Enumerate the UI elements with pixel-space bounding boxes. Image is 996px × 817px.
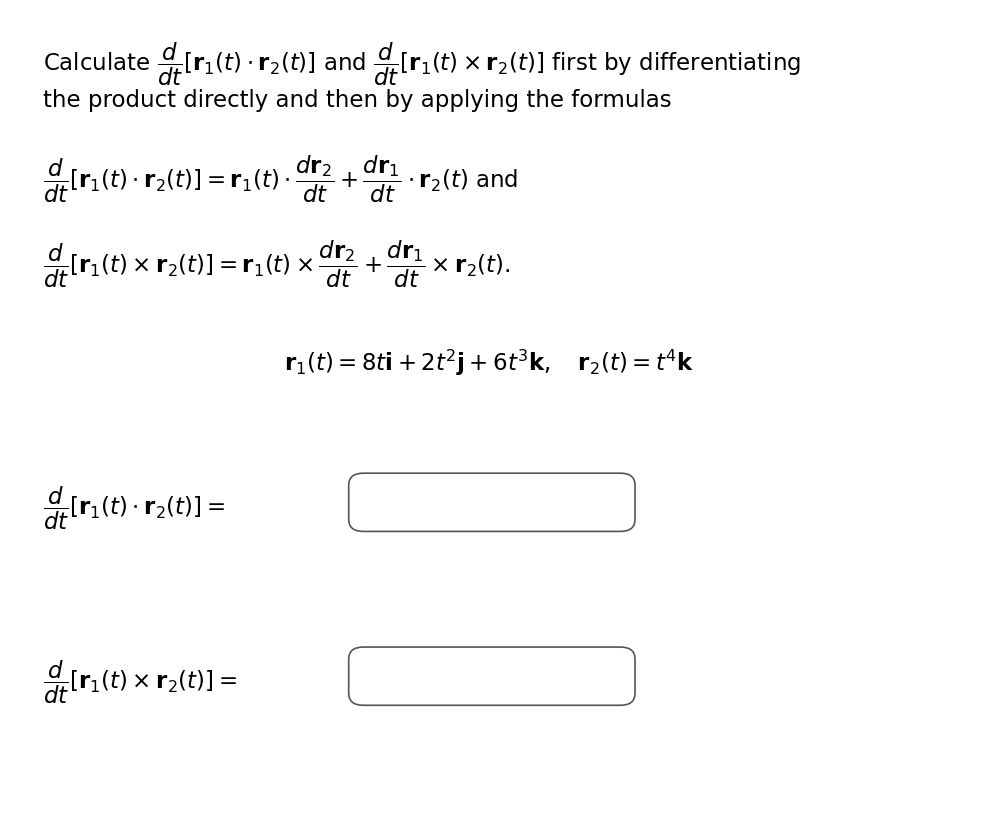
Text: $\mathbf{r}_1(t) = 8t\mathbf{i} + 2t^2\mathbf{j} + 6t^3\mathbf{k}, \quad \mathbf: $\mathbf{r}_1(t) = 8t\mathbf{i} + 2t^2\m… (285, 348, 694, 378)
Text: $\dfrac{d}{dt}[\mathbf{r}_1(t) \cdot \mathbf{r}_2(t)] = \mathbf{r}_1(t) \cdot \d: $\dfrac{d}{dt}[\mathbf{r}_1(t) \cdot \ma… (43, 154, 518, 205)
Text: the product directly and then by applying the formulas: the product directly and then by applyin… (43, 89, 671, 112)
Text: $\dfrac{d}{dt}[\mathbf{r}_1(t) \cdot \mathbf{r}_2(t)] =$: $\dfrac{d}{dt}[\mathbf{r}_1(t) \cdot \ma… (43, 485, 225, 533)
Text: Calculate $\dfrac{d}{dt}[\mathbf{r}_1(t) \cdot \mathbf{r}_2(t)]$ and $\dfrac{d}{: Calculate $\dfrac{d}{dt}[\mathbf{r}_1(t)… (43, 41, 801, 87)
Text: $\dfrac{d}{dt}[\mathbf{r}_1(t) \times \mathbf{r}_2(t)] =$: $\dfrac{d}{dt}[\mathbf{r}_1(t) \times \m… (43, 659, 237, 707)
FancyBboxPatch shape (349, 473, 635, 531)
Text: $\dfrac{d}{dt}[\mathbf{r}_1(t) \times \mathbf{r}_2(t)] = \mathbf{r}_1(t) \times : $\dfrac{d}{dt}[\mathbf{r}_1(t) \times \m… (43, 239, 511, 290)
FancyBboxPatch shape (349, 647, 635, 705)
